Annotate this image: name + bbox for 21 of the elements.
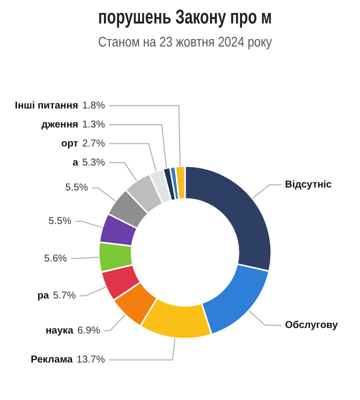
data-label: 5.6%: [44, 253, 68, 264]
slice-label: Відсутніс: [285, 179, 332, 190]
data-label: 5.7%: [52, 290, 76, 302]
chart-title: порушень Закону про м: [98, 5, 272, 28]
slice-label: а: [72, 157, 79, 168]
data-label: 6.9%: [77, 325, 100, 336]
chart-subtitle: Станом на 23 жовтня 2024 року: [98, 33, 272, 50]
slice-label: наука: [46, 325, 74, 336]
slice-label: Інші питання: [14, 100, 78, 112]
data-label: 1.8%: [82, 100, 106, 112]
data-label: 13.7%: [76, 354, 106, 366]
slice-label: ра: [37, 290, 50, 302]
slice-label: Обслугову: [285, 320, 338, 332]
data-label: 5.5%: [48, 216, 72, 227]
data-label: 5.5%: [65, 182, 88, 194]
slice-label: Реклама: [30, 354, 74, 366]
data-label: 5.3%: [82, 157, 106, 168]
data-label: 1.3%: [82, 119, 106, 130]
data-label: 2.7%: [82, 138, 106, 150]
slice-label: орт: [61, 138, 78, 150]
slice-label: дження: [41, 119, 78, 130]
